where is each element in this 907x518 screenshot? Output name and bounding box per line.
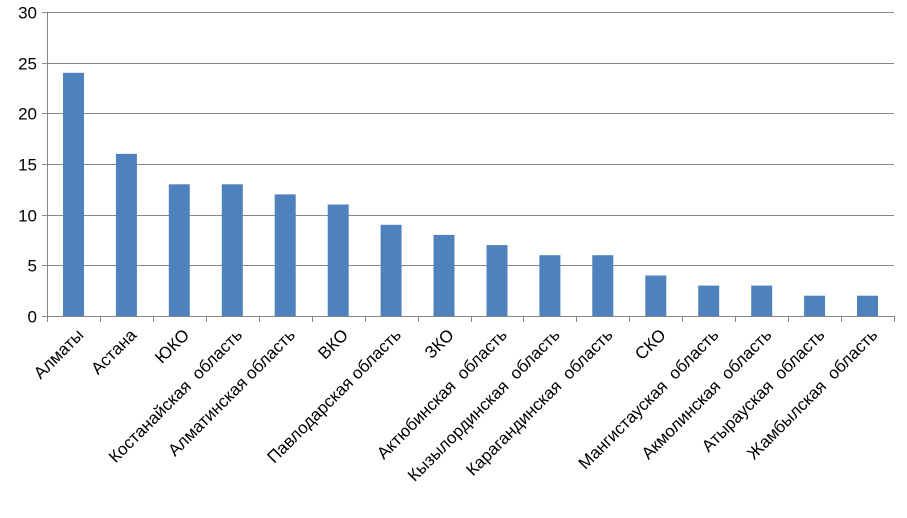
bars [63,72,878,316]
y-tick-label: 30 [18,4,37,23]
y-tick-label: 10 [18,207,37,226]
bar-16 [857,295,878,316]
y-tick-label: 20 [18,105,37,124]
y-tick-label: 15 [18,156,37,175]
x-tick-label: Астана [87,325,140,378]
bar-14 [751,285,773,316]
bar-1 [63,72,84,316]
x-tick-label: ЗКО [421,325,458,362]
x-tick-label: ЮКО [151,325,193,367]
bar-13 [698,285,720,316]
bar-5 [274,194,296,316]
x-tick-label: СКО [631,325,669,363]
bar-2 [115,153,137,316]
bar-8 [433,234,455,316]
bar-6 [327,204,349,316]
x-tick-label: Алматы [30,325,87,382]
bar-3 [168,184,190,316]
axes [42,12,895,322]
y-tick-label: 5 [28,257,37,276]
y-tick-label: 25 [18,55,37,74]
bar-11 [592,255,614,316]
bar-4 [221,184,243,316]
bar-9 [486,245,508,316]
bar-12 [645,275,667,316]
x-tick-label: ВКО [314,325,352,363]
bar-10 [539,255,561,316]
y-tick-label: 0 [28,308,37,327]
bar-15 [804,295,826,316]
bar-7 [380,224,402,316]
y-tick-labels: 0 5 10 15 20 25 30 [18,4,37,327]
